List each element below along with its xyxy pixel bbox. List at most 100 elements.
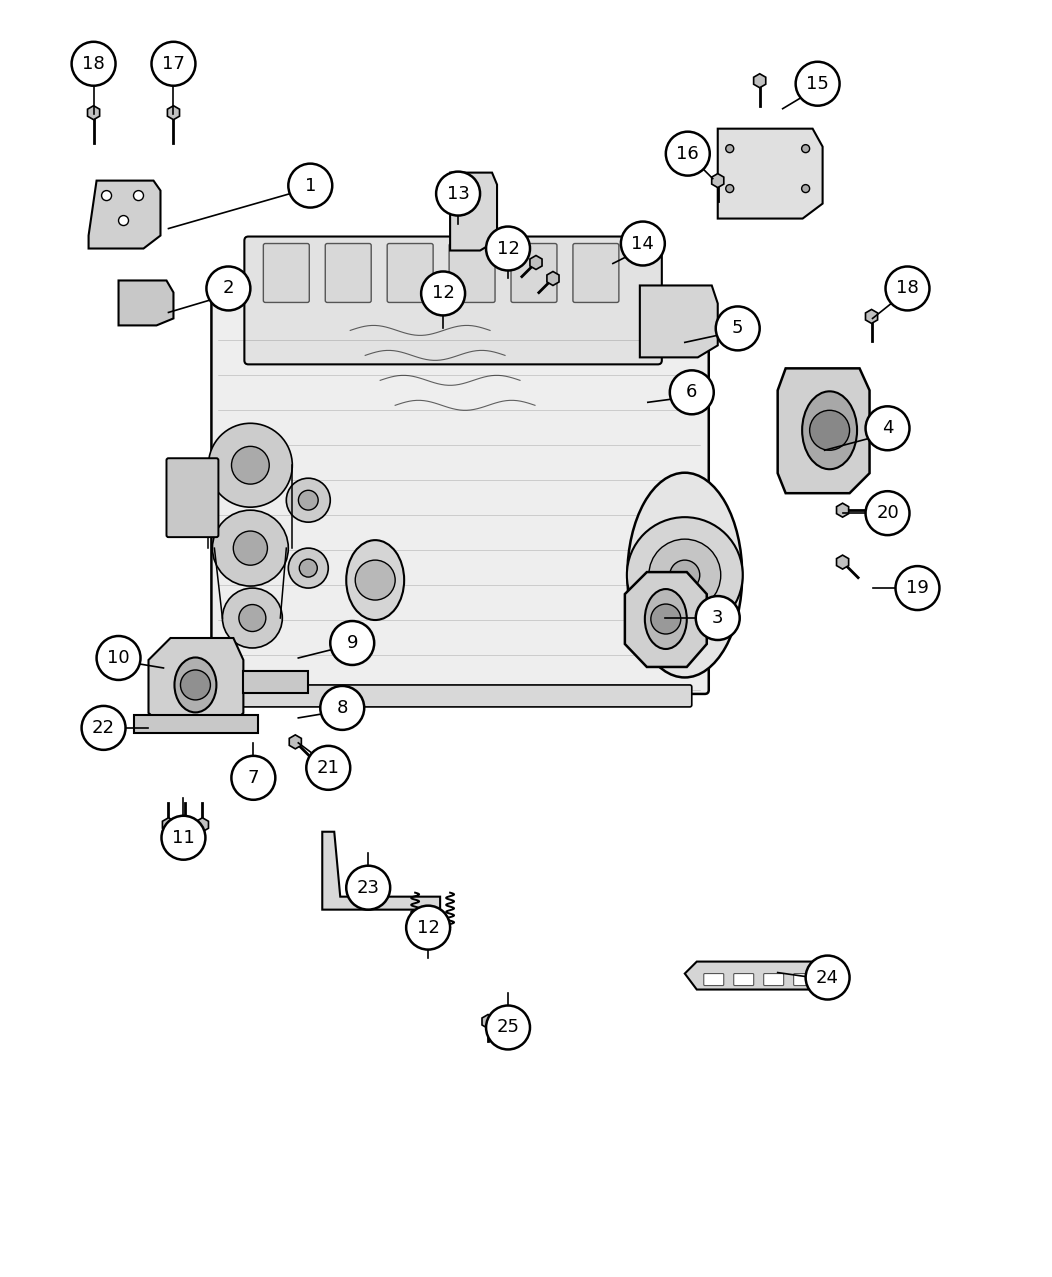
Text: 6: 6 [686,383,697,401]
Circle shape [330,621,375,665]
Circle shape [866,406,910,451]
Circle shape [231,756,276,799]
Polygon shape [547,272,559,286]
Polygon shape [753,74,766,88]
Circle shape [231,447,269,484]
Circle shape [181,670,210,700]
FancyBboxPatch shape [387,244,433,303]
Text: 7: 7 [247,769,259,787]
Polygon shape [717,129,823,218]
Circle shape [670,370,713,414]
Text: 12: 12 [417,918,440,936]
Circle shape [288,163,332,208]
Polygon shape [712,174,724,188]
Circle shape [895,566,939,610]
Circle shape [695,596,740,640]
Circle shape [300,559,318,577]
Circle shape [97,636,141,679]
Text: 21: 21 [317,759,340,776]
Polygon shape [88,180,161,249]
Circle shape [161,816,205,859]
Polygon shape [482,1014,494,1028]
Polygon shape [866,309,877,323]
Text: 11: 11 [173,829,195,847]
Circle shape [102,190,112,200]
Text: 4: 4 [882,419,893,437]
Text: 2: 2 [223,280,235,298]
Circle shape [810,410,850,451]
Ellipse shape [802,391,857,469]
Circle shape [134,190,143,200]
Text: 15: 15 [806,75,829,93]
Circle shape [726,144,733,153]
Circle shape [239,604,266,632]
Polygon shape [530,255,542,269]
Text: 23: 23 [357,879,380,896]
Text: 18: 18 [896,280,918,298]
FancyBboxPatch shape [166,458,219,538]
Ellipse shape [645,589,687,649]
Polygon shape [450,172,497,250]
Circle shape [806,955,850,1000]
Text: 22: 22 [93,719,115,737]
Text: 19: 19 [906,578,929,598]
FancyBboxPatch shape [244,236,662,364]
Polygon shape [148,638,243,733]
Polygon shape [87,106,100,120]
FancyBboxPatch shape [793,973,813,986]
Circle shape [486,226,530,271]
Circle shape [119,216,128,226]
Circle shape [437,171,480,216]
FancyBboxPatch shape [704,973,724,986]
Circle shape [726,185,733,193]
Text: 18: 18 [82,55,105,73]
Text: 24: 24 [816,968,839,987]
Circle shape [802,185,810,193]
Circle shape [222,589,282,647]
Text: 9: 9 [346,633,358,653]
Circle shape [234,531,267,566]
FancyBboxPatch shape [733,973,753,986]
Polygon shape [640,286,717,358]
Circle shape [866,492,910,535]
Text: 3: 3 [712,609,724,627]
Text: 17: 17 [162,55,185,73]
Polygon shape [289,734,301,748]
Circle shape [406,905,450,950]
Text: 12: 12 [497,240,520,258]
Circle shape [206,267,250,310]
Ellipse shape [346,540,404,621]
Circle shape [627,517,743,633]
FancyBboxPatch shape [211,296,709,693]
Circle shape [356,561,396,600]
FancyBboxPatch shape [325,244,371,303]
Text: 14: 14 [631,235,654,253]
Circle shape [886,267,930,310]
Circle shape [802,144,810,153]
Circle shape [299,490,318,510]
Polygon shape [167,106,180,120]
Circle shape [82,706,125,750]
Ellipse shape [175,658,217,713]
Polygon shape [625,572,707,667]
Polygon shape [162,817,175,831]
FancyBboxPatch shape [263,244,309,303]
FancyBboxPatch shape [223,684,692,707]
Polygon shape [180,817,191,831]
Circle shape [286,478,330,522]
Ellipse shape [627,472,743,678]
Polygon shape [836,503,849,517]
Circle shape [320,686,364,730]
Circle shape [208,423,292,507]
Polygon shape [685,962,825,990]
Text: 12: 12 [431,285,454,303]
Polygon shape [777,368,870,493]
Circle shape [621,221,665,266]
Circle shape [715,306,760,350]
Circle shape [795,61,839,106]
Circle shape [421,272,465,315]
Text: 5: 5 [732,319,744,337]
Text: 20: 20 [876,504,898,522]
Circle shape [486,1005,530,1050]
FancyBboxPatch shape [764,973,784,986]
